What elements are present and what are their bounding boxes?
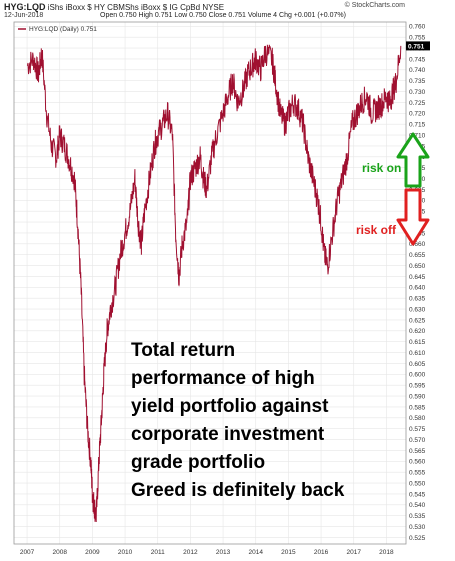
risk-on-label: risk on: [362, 161, 401, 175]
x-tick-label: 2015: [281, 549, 296, 556]
y-tick-label: 0.620: [409, 328, 426, 335]
y-tick-label: 0.735: [409, 78, 426, 85]
y-tick-label: 0.640: [409, 285, 426, 292]
y-tick-label: 0.540: [409, 502, 426, 509]
y-tick-label: 0.600: [409, 372, 426, 379]
x-tick-label: 2008: [52, 549, 67, 556]
annotation-line-5: grade portfolio: [131, 452, 265, 473]
y-axis: 0.7600.7550.7500.7450.7400.7350.7300.725…: [409, 24, 426, 542]
y-tick-label: 0.580: [409, 415, 426, 422]
y-tick-label: 0.755: [409, 35, 426, 42]
last-value-bg: [406, 41, 430, 51]
y-tick-label: 0.555: [409, 470, 426, 477]
y-tick-label: 0.655: [409, 252, 426, 259]
y-tick-label: 0.725: [409, 100, 426, 107]
y-tick-label: 0.550: [409, 480, 426, 487]
down-arrow-icon: [396, 188, 430, 246]
x-tick-label: 2009: [85, 549, 100, 556]
y-tick-label: 0.615: [409, 339, 426, 346]
y-tick-label: 0.560: [409, 459, 426, 466]
y-tick-label: 0.745: [409, 56, 426, 63]
symbol: HYG:LQD: [4, 2, 46, 12]
x-tick-label: 2011: [151, 549, 165, 556]
annotation-line-1: Total return: [131, 340, 235, 361]
x-tick-label: 2012: [183, 549, 198, 556]
description: iShs iBoxx $ HY CBMShs iBoxx $ IG CpBd N…: [47, 3, 225, 12]
y-tick-label: 0.585: [409, 404, 426, 411]
chart-date: 12-Jun-2018: [4, 12, 44, 19]
annotation-line-2: performance of high: [131, 368, 315, 389]
y-tick-label: 0.715: [409, 122, 426, 129]
x-tick-label: 2018: [379, 549, 394, 556]
y-tick-label: 0.565: [409, 448, 426, 455]
annotation-line-4: corporate investment: [131, 424, 325, 445]
x-tick-label: 2010: [118, 549, 133, 556]
y-tick-label: 0.530: [409, 524, 426, 531]
x-tick-label: 2016: [314, 549, 329, 556]
y-tick-label: 0.575: [409, 426, 426, 433]
legend: HYG:LQD (Daily) 0.751: [18, 26, 97, 33]
plot-frame: [13, 21, 407, 545]
series-line: [26, 44, 402, 523]
y-tick-label: 0.760: [409, 24, 426, 31]
y-tick-label: 0.605: [409, 361, 426, 368]
y-tick-label: 0.730: [409, 89, 426, 96]
y-tick-label: 0.570: [409, 437, 426, 444]
y-tick-label: 0.710: [409, 132, 426, 139]
x-tick-label: 2007: [20, 549, 35, 556]
y-tick-label: 0.625: [409, 317, 426, 324]
brand: © StockCharts.com: [344, 2, 405, 9]
annotation-line-3: yield portfolio against: [131, 396, 329, 417]
last-value-marker: 0.751: [406, 41, 430, 51]
y-tick-label: 0.525: [409, 535, 426, 542]
y-tick-label: 0.610: [409, 350, 426, 357]
y-tick-label: 0.590: [409, 393, 426, 400]
y-tick-label: 0.545: [409, 491, 426, 498]
y-tick-label: 0.645: [409, 274, 426, 281]
y-tick-label: 0.740: [409, 67, 426, 74]
x-tick-label: 2014: [248, 549, 263, 556]
main-annotation: Total return performance of high yield p…: [131, 340, 345, 501]
y-tick-label: 0.595: [409, 383, 426, 390]
last-value-label: 0.751: [408, 43, 425, 50]
chart-header: HYG:LQD iShs iBoxx $ HY CBMShs iBoxx $ I…: [4, 2, 224, 12]
y-tick-label: 0.650: [409, 263, 426, 270]
y-tick-label: 0.635: [409, 296, 426, 303]
x-axis: 2007 2008 2009 2010 2011 2012 2013 2014 2015 2016…: [20, 549, 394, 556]
y-tick-label: 0.630: [409, 306, 426, 313]
legend-label: HYG:LQD (Daily) 0.751: [29, 26, 97, 33]
y-tick-label: 0.535: [409, 513, 426, 520]
risk-off-label: risk off: [356, 223, 397, 237]
quote-line: Open 0.750 High 0.751 Low 0.750 Close 0.…: [100, 12, 346, 19]
y-tick-label: 0.660: [409, 241, 426, 248]
x-tick-label: 2013: [216, 549, 231, 556]
y-tick-label: 0.720: [409, 111, 426, 118]
x-tick-label: 2017: [346, 549, 361, 556]
up-arrow-icon: [396, 132, 430, 188]
annotation-line-6: Greed is definitely back: [131, 480, 345, 501]
